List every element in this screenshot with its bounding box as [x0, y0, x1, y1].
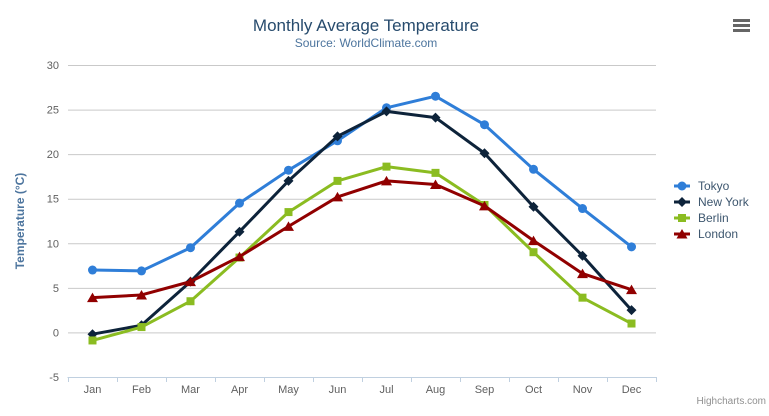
- x-axis-label: Nov: [573, 384, 593, 396]
- x-axis-label: Feb: [132, 384, 151, 396]
- hamburger-icon: [733, 29, 750, 32]
- legend-item-berlin[interactable]: Berlin: [674, 210, 749, 226]
- data-point-tokyo-sep[interactable]: [480, 120, 489, 130]
- series-line-london: [91, 179, 633, 300]
- data-point-london-nov[interactable]: [577, 268, 588, 279]
- legend-symbol: [678, 214, 686, 222]
- x-axis-label: Sep: [475, 384, 495, 396]
- hamburger-icon: [733, 19, 750, 22]
- data-point-tokyo-feb[interactable]: [137, 266, 146, 276]
- credits-link[interactable]: Highcharts.com: [696, 396, 766, 407]
- data-point-london-apr[interactable]: [234, 251, 245, 262]
- chart-subtitle: Source: WorldClimate.com: [294, 36, 438, 50]
- y-axis-label: 10: [47, 238, 59, 250]
- data-point-berlin-jun[interactable]: [333, 176, 342, 185]
- export-menu-button[interactable]: [733, 19, 750, 32]
- data-point-berlin-nov[interactable]: [578, 293, 587, 302]
- x-axis-label: Apr: [231, 384, 248, 396]
- series-line-berlin: [91, 165, 633, 342]
- data-point-london-oct[interactable]: [528, 235, 539, 246]
- legend-marker-square-icon: [674, 214, 690, 222]
- y-axis-label: -5: [49, 372, 59, 384]
- data-point-new-york-nov[interactable]: [577, 250, 588, 261]
- data-point-berlin-jan[interactable]: [88, 336, 97, 345]
- data-point-new-york-sep[interactable]: [479, 148, 490, 159]
- data-point-new-york-aug[interactable]: [430, 112, 441, 123]
- data-point-london-jul[interactable]: [381, 175, 392, 186]
- hamburger-icon: [733, 24, 750, 27]
- data-point-tokyo-mar[interactable]: [186, 243, 195, 253]
- data-point-tokyo-dec[interactable]: [627, 242, 636, 252]
- legend: Tokyo New York Berlin London: [674, 178, 749, 242]
- legend-label: London: [698, 227, 739, 241]
- data-point-tokyo-oct[interactable]: [529, 164, 538, 174]
- y-axis-label: 15: [47, 194, 59, 206]
- x-axis-label: Jul: [379, 384, 393, 396]
- data-point-tokyo-may[interactable]: [284, 165, 293, 175]
- legend-item-london[interactable]: London: [674, 226, 749, 242]
- x-axis-label: May: [278, 384, 299, 396]
- data-point-london-sep[interactable]: [479, 200, 490, 211]
- data-point-new-york-jul[interactable]: [381, 106, 392, 117]
- data-point-tokyo-jan[interactable]: [88, 265, 97, 275]
- data-point-new-york-may[interactable]: [283, 175, 294, 186]
- x-axis-label: Mar: [181, 384, 200, 396]
- data-point-london-feb[interactable]: [136, 289, 147, 300]
- y-axis-label: 5: [53, 283, 59, 295]
- data-point-berlin-oct[interactable]: [529, 248, 538, 257]
- y-axis-label: 30: [47, 60, 59, 72]
- data-point-berlin-may[interactable]: [284, 208, 293, 217]
- legend-symbol: [677, 181, 687, 191]
- legend-symbol: [677, 197, 687, 207]
- data-point-london-jan[interactable]: [87, 292, 98, 303]
- x-axis-label: Jun: [329, 384, 347, 396]
- legend-item-new-york[interactable]: New York: [674, 194, 749, 210]
- legend-label: Berlin: [698, 211, 729, 225]
- data-point-berlin-mar[interactable]: [186, 297, 195, 306]
- x-axis-label: Oct: [525, 384, 542, 396]
- data-point-london-dec[interactable]: [626, 284, 637, 295]
- data-point-berlin-jul[interactable]: [382, 162, 391, 171]
- data-point-london-may[interactable]: [283, 221, 294, 231]
- x-axis-label: Aug: [426, 384, 446, 396]
- legend-item-tokyo[interactable]: Tokyo: [674, 178, 749, 194]
- data-point-tokyo-nov[interactable]: [578, 204, 587, 214]
- data-point-new-york-dec[interactable]: [626, 305, 637, 316]
- y-axis-label: 20: [47, 149, 59, 161]
- x-axis-label: Dec: [622, 384, 642, 396]
- data-point-new-york-jun[interactable]: [332, 131, 343, 142]
- data-point-new-york-oct[interactable]: [528, 201, 539, 212]
- data-point-tokyo-apr[interactable]: [235, 198, 244, 208]
- x-axis-label: Jan: [84, 384, 102, 396]
- data-point-london-jun[interactable]: [332, 191, 343, 202]
- data-point-tokyo-aug[interactable]: [431, 91, 440, 101]
- y-axis-label: 0: [53, 327, 59, 339]
- legend-symbol: [676, 229, 688, 239]
- y-axis-label: 25: [47, 105, 59, 117]
- data-point-berlin-aug[interactable]: [431, 168, 440, 177]
- series-line-new-york: [91, 109, 633, 336]
- data-point-berlin-feb[interactable]: [137, 323, 146, 332]
- y-axis-title: Temperature (°C): [13, 173, 27, 270]
- data-point-london-aug[interactable]: [430, 179, 441, 189]
- data-point-new-york-apr[interactable]: [234, 226, 245, 237]
- data-point-berlin-dec[interactable]: [627, 319, 636, 328]
- data-point-london-mar[interactable]: [185, 276, 196, 287]
- legend-marker-diamond-icon: [674, 197, 690, 207]
- legend-marker-circle-icon: [674, 181, 690, 191]
- legend-label: New York: [698, 195, 749, 209]
- legend-marker-triangle-icon: [674, 229, 690, 239]
- chart-title: Monthly Average Temperature: [252, 16, 480, 35]
- legend-label: Tokyo: [698, 179, 730, 193]
